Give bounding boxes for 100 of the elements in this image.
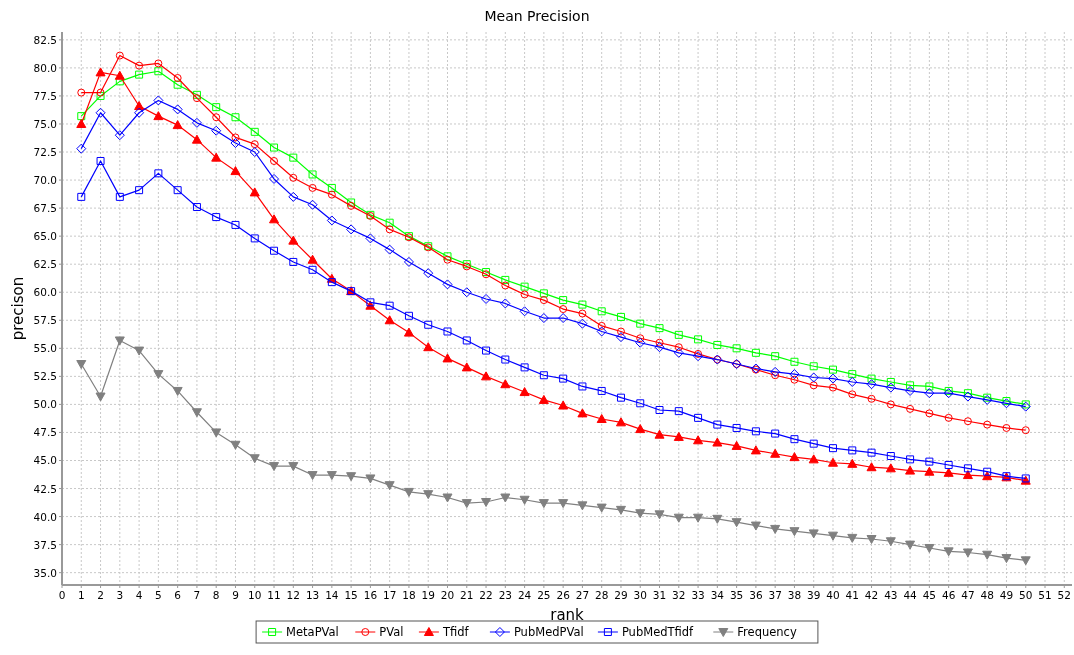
x-tick-label: 32 [672, 589, 686, 601]
point [538, 499, 549, 509]
point [790, 435, 799, 444]
point [192, 94, 201, 103]
x-tick-label: 40 [826, 589, 840, 601]
point [173, 186, 182, 195]
point [655, 324, 664, 333]
x-tick-label: 29 [614, 589, 628, 601]
point [461, 287, 472, 298]
x-tick-label: 41 [845, 589, 859, 601]
point [635, 337, 646, 348]
point [616, 312, 625, 321]
point [848, 370, 857, 379]
point [867, 448, 876, 457]
x-tick-label: 4 [135, 589, 143, 601]
y-tick-label: 52.5 [33, 370, 57, 383]
point [1020, 556, 1031, 566]
legend-label: MetaPVal [286, 625, 339, 639]
point [713, 420, 722, 429]
y-tick-label: 77.5 [33, 89, 57, 102]
point [847, 458, 858, 468]
x-tick-label: 27 [575, 589, 590, 601]
point [212, 103, 221, 112]
point [154, 59, 163, 68]
point [673, 431, 684, 441]
point [886, 452, 895, 460]
point [134, 107, 145, 118]
point [770, 366, 781, 377]
point [559, 305, 568, 314]
point [481, 293, 492, 304]
point [616, 327, 625, 336]
point [307, 471, 318, 481]
point [114, 130, 125, 141]
point [500, 379, 511, 389]
point [673, 347, 684, 358]
point [694, 335, 703, 344]
point [269, 214, 280, 224]
point [135, 61, 144, 70]
point [249, 187, 260, 197]
point [962, 548, 973, 558]
point [963, 389, 972, 398]
point [442, 279, 453, 290]
point [635, 509, 646, 519]
point [866, 379, 877, 390]
point [327, 183, 336, 192]
point [462, 336, 471, 345]
point [577, 501, 588, 511]
point [288, 462, 299, 472]
point [270, 143, 279, 152]
point [674, 343, 683, 352]
x-tick-label: 12 [286, 589, 300, 601]
point [326, 215, 337, 226]
point [578, 382, 587, 391]
point [732, 344, 741, 353]
point [192, 90, 201, 99]
point [596, 413, 607, 423]
point [809, 381, 818, 390]
x-tick-label: 10 [248, 589, 262, 601]
point [751, 348, 760, 357]
point [944, 460, 953, 469]
point [538, 313, 549, 324]
point [289, 173, 298, 182]
point [771, 429, 780, 438]
y-tick-label: 75.0 [33, 117, 57, 130]
x-tick-label: 51 [1038, 589, 1052, 601]
point [538, 394, 549, 404]
point [76, 143, 87, 154]
point [636, 319, 645, 328]
point [481, 371, 492, 381]
point [95, 392, 106, 402]
point [789, 369, 800, 380]
point [770, 524, 781, 534]
point [191, 117, 202, 128]
x-tick-label: 5 [155, 589, 162, 601]
x-tick-label: 8 [212, 589, 220, 601]
point [384, 315, 395, 325]
point [636, 399, 645, 408]
x-tick-label: 34 [710, 589, 725, 601]
x-tick-label: 42 [864, 589, 879, 601]
y-tick-label: 82.5 [33, 33, 57, 46]
point [578, 309, 587, 318]
point [289, 153, 298, 162]
point [403, 327, 414, 337]
point [153, 111, 164, 121]
x-tick-label: 24 [517, 589, 532, 601]
point [327, 278, 336, 287]
point [712, 437, 723, 447]
point [539, 289, 548, 298]
point [114, 336, 125, 346]
point [76, 118, 87, 128]
point [520, 290, 529, 299]
legend-label: Tfidf [441, 625, 470, 639]
point [848, 446, 857, 455]
point [500, 298, 511, 309]
point [693, 513, 704, 523]
point [211, 428, 222, 438]
point [615, 505, 626, 515]
point [461, 362, 472, 372]
point [925, 382, 934, 391]
point [866, 462, 877, 472]
